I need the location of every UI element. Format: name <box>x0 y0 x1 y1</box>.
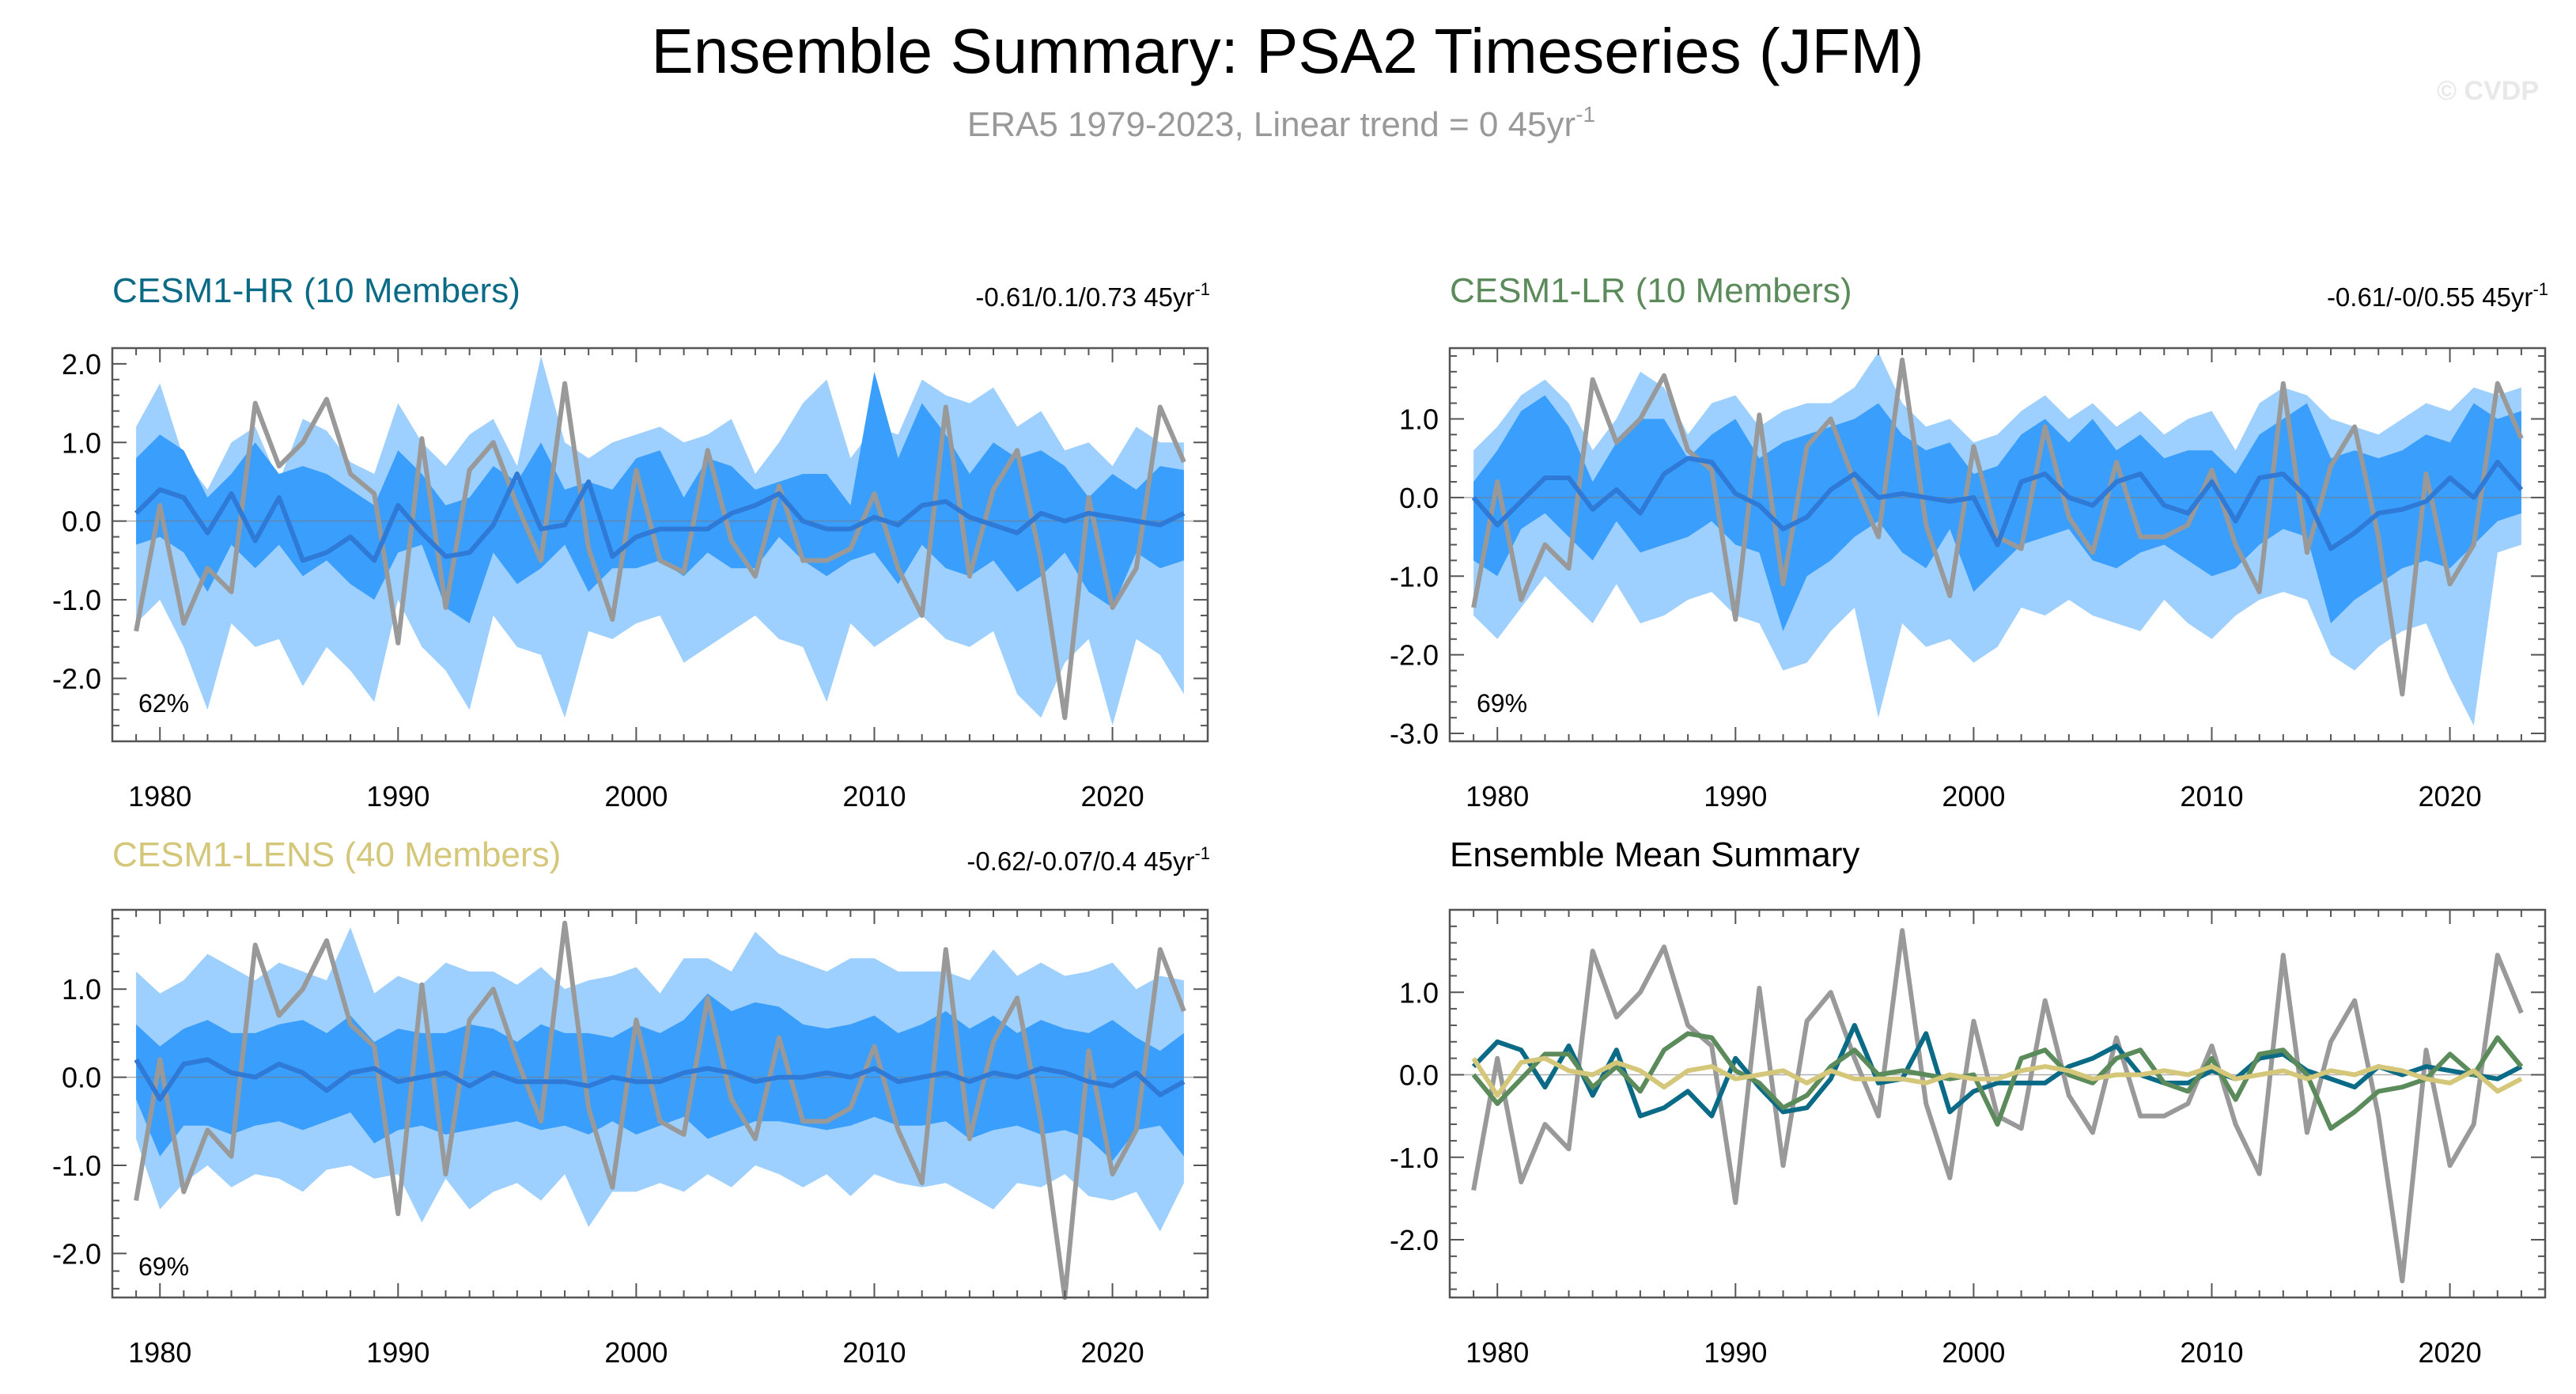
trend-label: -0.61/-0/0.55 45yr-1 <box>2327 279 2548 312</box>
x-tick-label: 1990 <box>366 1336 429 1369</box>
y-tick-label: -3.0 <box>1390 718 1439 750</box>
y-tick-label: 1.0 <box>62 973 101 1006</box>
series-line-cesm1-lens <box>1471 1055 2523 1098</box>
x-tick-label: 2020 <box>2419 780 2482 813</box>
trend-text: -0.62/-0.07/0.4 45yr <box>966 847 1194 876</box>
y-tick-label: -1.0 <box>1390 560 1439 593</box>
x-tick-label: 1990 <box>366 780 429 813</box>
y-tick-label: -2.0 <box>52 662 101 695</box>
x-tick-label: 1990 <box>1704 780 1767 813</box>
y-tick-label: 1.0 <box>1399 976 1439 1009</box>
trend-label: -0.62/-0.07/0.4 45yr-1 <box>966 843 1210 876</box>
inner-band <box>1473 395 2521 631</box>
trend-sup: -1 <box>2532 279 2548 299</box>
trend-sup: -1 <box>1194 843 1210 863</box>
plot-area: -2.0 -1.0 0.0 1.0 1980 1990 2000 2010 2020 <box>1390 908 2547 1369</box>
plot-area: -2.0 -1.0 0.0 1.0 1980 1990 2000 2010 2020 <box>52 908 1209 1369</box>
y-tick-label: -2.0 <box>52 1237 101 1270</box>
panel-title: CESM1-HR (10 Members) <box>112 271 520 310</box>
y-tick-label: -1.0 <box>1390 1142 1439 1174</box>
series-line-cesm1-hr <box>1471 1023 2523 1119</box>
figure-subtitle: ERA5 1979-2023, Linear trend = 0 45yr-1 <box>967 102 1595 144</box>
ensemble-mean-line <box>134 1057 1186 1102</box>
trend-text: -0.61/0.1/0.73 45yr <box>975 282 1194 312</box>
x-tick-label: 2000 <box>604 780 668 813</box>
obs-line <box>134 381 1186 721</box>
percent-label: 69% <box>1477 689 1527 718</box>
x-tick-label: 1980 <box>128 1336 191 1369</box>
plot-area: -3.0 -2.0 -1.0 0.0 1.0 1980 1990 2000 2010 2020 <box>1390 347 2547 813</box>
percent-label: 69% <box>138 1252 189 1281</box>
trend-label: -0.61/0.1/0.73 45yr-1 <box>975 279 1210 312</box>
y-tick-label: -1.0 <box>52 1150 101 1182</box>
figure-title: Ensemble Summary: PSA2 Timeseries (JFM) <box>651 16 1923 86</box>
panel-cesm1-lr: CESM1-LR (10 Members) -0.61/-0/0.55 45yr… <box>1390 271 2548 813</box>
percent-label: 62% <box>138 689 189 718</box>
x-tick-label: 2000 <box>604 1336 668 1369</box>
figure-subtitle-sup: -1 <box>1575 102 1595 127</box>
x-tick-label: 2020 <box>1081 780 1144 813</box>
x-tick-label: 1980 <box>128 780 191 813</box>
plot-frame <box>1448 908 2547 1299</box>
x-tick-label: 2010 <box>2180 780 2243 813</box>
x-tick-label: 2020 <box>2419 1336 2482 1369</box>
y-tick-label: 1.0 <box>62 426 101 459</box>
panel-cesm1-hr: CESM1-HR (10 Members) -0.61/0.1/0.73 45y… <box>52 271 1210 813</box>
y-tick-label: 0.0 <box>62 506 101 538</box>
y-tick-label: -2.0 <box>1390 639 1439 672</box>
y-tick-label: 2.0 <box>62 348 101 381</box>
y-tick-label: 0.0 <box>1399 1059 1439 1092</box>
x-tick-label: 2000 <box>1942 1336 2005 1369</box>
y-tick-label: -2.0 <box>1390 1224 1439 1256</box>
y-tick-label: -1.0 <box>52 584 101 616</box>
figure-subtitle-text: ERA5 1979-2023, Linear trend = 0 45yr <box>967 105 1575 144</box>
x-tick-label: 1980 <box>1466 1336 1529 1369</box>
x-tick-label: 2000 <box>1942 780 2005 813</box>
panel-cesm1-lens: CESM1-LENS (40 Members) -0.62/-0.07/0.4 … <box>52 835 1210 1369</box>
inner-band <box>136 371 1184 623</box>
y-tick-label: 1.0 <box>1399 403 1439 435</box>
x-tick-label: 2010 <box>842 1336 906 1369</box>
x-tick-label: 2020 <box>1081 1336 1144 1369</box>
trend-text: -0.61/-0/0.55 45yr <box>2327 282 2533 312</box>
panel-title: CESM1-LR (10 Members) <box>1450 271 1852 310</box>
trend-sup: -1 <box>1194 279 1210 299</box>
x-tick-label: 1990 <box>1704 1336 1767 1369</box>
ensemble-mean-line <box>1471 456 2524 551</box>
x-tick-label: 2010 <box>842 780 906 813</box>
obs-line <box>1471 357 2524 697</box>
series-line-era5 <box>1471 928 2524 1284</box>
x-tick-label: 2010 <box>2180 1336 2243 1369</box>
plot-area: -2.0 -1.0 0.0 1.0 2.0 1980 1990 2000 2010 2020 <box>52 347 1209 813</box>
y-tick-label: 0.0 <box>1399 482 1439 514</box>
y-tick-label: 0.0 <box>62 1062 101 1094</box>
ensemble-mean-line <box>134 472 1186 563</box>
obs-line <box>134 920 1186 1300</box>
x-tick-label: 1980 <box>1466 780 1529 813</box>
panel-ensemble-mean-summary: Ensemble Mean Summary -2.0 -1.0 0.0 1.0 1980… <box>1390 835 2547 1369</box>
panel-title: CESM1-LENS (40 Members) <box>112 835 561 874</box>
watermark: © CVDP <box>2437 76 2539 106</box>
panel-title: Ensemble Mean Summary <box>1450 835 1859 874</box>
